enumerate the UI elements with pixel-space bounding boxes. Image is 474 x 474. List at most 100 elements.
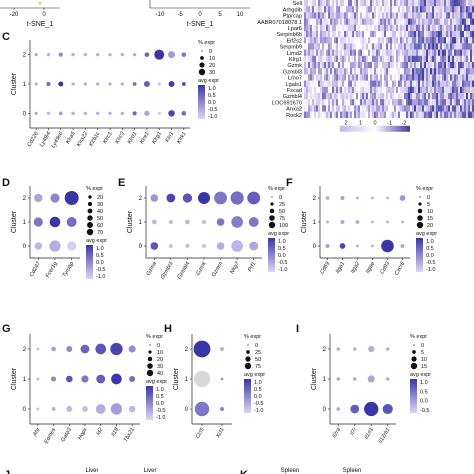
heatmap-cell <box>446 18 449 26</box>
heatmap-cell <box>406 62 409 69</box>
gene-tick-label: Tyrobp <box>62 261 76 278</box>
heatmap-cell <box>340 68 343 75</box>
dot-mark <box>381 239 394 253</box>
heatmap-cell <box>342 62 345 69</box>
heatmap-cell <box>358 62 361 69</box>
heatmap-cell <box>370 6 373 13</box>
heatmap-cell <box>400 74 403 81</box>
heatmap-cell <box>352 49 355 57</box>
heatmap-cell <box>376 0 379 7</box>
heatmap-cell <box>346 55 349 63</box>
heatmap-cell <box>326 43 329 50</box>
heatmap-cell <box>322 55 325 63</box>
dot-mark <box>193 340 211 358</box>
heatmap-cell <box>344 74 347 81</box>
dot-mark <box>120 82 124 86</box>
heatmap-cell <box>442 31 445 38</box>
heatmap-cell <box>390 0 393 7</box>
cluster-tick-label: 0 <box>23 407 27 413</box>
heatmap-cell <box>316 24 319 32</box>
heatmap-cell <box>456 111 459 119</box>
heatmap-cell <box>428 0 431 7</box>
heatmap-cell <box>388 0 391 7</box>
gene-tick-label: Gzmm <box>211 261 225 278</box>
color-legend-tick: 0.0 <box>420 399 428 405</box>
dot-mark <box>220 377 224 381</box>
heatmap-cell <box>462 80 465 88</box>
size-legend-label: 30 <box>157 364 163 370</box>
heatmap-cell <box>404 31 407 38</box>
heatmap-cell <box>450 43 453 50</box>
heatmap-cell <box>340 105 343 112</box>
heatmap-cell <box>332 24 335 32</box>
dot-mark <box>150 194 159 202</box>
heatmap-cell <box>366 74 369 81</box>
heatmap-cell <box>310 43 313 50</box>
color-legend-title: avg expr <box>198 78 219 84</box>
heatmap-cell <box>368 49 371 57</box>
heatmap-cell <box>436 43 439 50</box>
heatmap-cell <box>438 93 441 100</box>
heatmap-cell <box>430 0 433 7</box>
heatmap-cell <box>444 86 447 94</box>
size-legend-label: 25 <box>279 202 285 208</box>
heatmap-cell <box>310 80 313 88</box>
heatmap-cell <box>304 37 307 44</box>
color-legend-title: avg expr <box>416 231 437 237</box>
heatmap-cell <box>368 86 371 94</box>
heatmap-cell <box>350 93 353 100</box>
heatmap-cell <box>452 6 455 13</box>
heatmap-cell <box>338 18 341 26</box>
heatmap-cell <box>364 31 367 38</box>
heatmap-cell <box>346 24 349 32</box>
heatmap-cell <box>428 105 431 112</box>
heatmap-cell <box>336 93 339 100</box>
heatmap-cell <box>350 12 353 19</box>
heatmap-cell <box>336 18 339 26</box>
heatmap-cell <box>364 0 367 7</box>
heatmap-cell <box>442 18 445 26</box>
heatmap-cell <box>396 105 399 112</box>
heatmap-cell <box>396 80 399 88</box>
heatmap-cell <box>380 24 383 32</box>
heatmap-cell <box>382 49 385 57</box>
dot-mark <box>339 243 346 249</box>
heatmap-cell <box>430 43 433 50</box>
heatmap-cell <box>420 93 423 100</box>
heatmap-cell <box>446 105 449 112</box>
heatmap-cell <box>350 105 353 112</box>
heatmap-cell <box>466 111 469 119</box>
heatmap-cell <box>334 111 337 119</box>
heatmap-cell <box>356 37 359 44</box>
heatmap-cell <box>436 68 439 75</box>
heatmap-cell <box>350 31 353 38</box>
heatmap-cell <box>308 49 311 57</box>
heatmap-cell <box>436 111 439 119</box>
heatmap-cell <box>464 18 467 26</box>
heatmap-cell <box>412 55 415 63</box>
dot-mark <box>231 216 243 228</box>
heatmap-cell <box>438 86 441 94</box>
heatmap-cell <box>314 49 317 57</box>
heatmap-cell <box>340 55 343 63</box>
heatmap-cell <box>380 105 383 112</box>
heatmap-cell <box>444 62 447 69</box>
heatmap-cell <box>330 31 333 38</box>
heatmap-cell <box>360 18 363 26</box>
heatmap-cell <box>360 80 363 88</box>
heatmap-cell <box>372 105 375 112</box>
heatmap-cell <box>330 99 333 106</box>
heatmap-cell <box>382 0 385 7</box>
heatmap-cell <box>412 80 415 88</box>
heatmap-cell <box>384 99 387 106</box>
heatmap-cell <box>398 12 401 19</box>
dot-mark <box>386 196 389 200</box>
heatmap-cell <box>334 12 337 19</box>
heatmap-cell <box>374 37 377 44</box>
heatmap-cell <box>312 18 315 26</box>
heatmap-cell <box>446 37 449 44</box>
heatmap-cell <box>304 6 307 13</box>
heatmap-cell <box>332 49 335 57</box>
heatmap-cell <box>340 74 343 81</box>
dot-mark <box>214 191 227 205</box>
